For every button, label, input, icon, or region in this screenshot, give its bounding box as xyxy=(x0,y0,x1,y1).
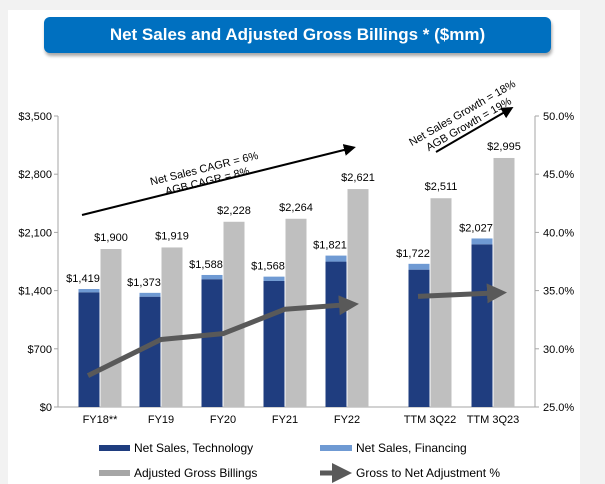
bar-net-sales-technology xyxy=(201,279,223,407)
bar-net-sales-technology xyxy=(408,269,430,407)
bar-adjusted-gross-billings xyxy=(161,247,183,407)
legend: Net Sales, Technology Net Sales, Financi… xyxy=(99,441,500,483)
bar-adjusted-gross-billings xyxy=(100,249,122,407)
legend-swatch-agb xyxy=(99,470,130,476)
bar-adjusted-gross-billings xyxy=(223,221,245,407)
right-tick-label: 45.0% xyxy=(543,169,574,181)
bar-net-sales-technology xyxy=(325,261,347,407)
growth-arrow xyxy=(435,106,514,153)
agb-data-label: $2,264 xyxy=(279,202,313,214)
right-tick-label: 35.0% xyxy=(543,286,574,298)
legend-label-agb: Adjusted Gross Billings xyxy=(134,466,257,480)
agb-data-label: $1,919 xyxy=(155,230,189,242)
bar-adjusted-gross-billings xyxy=(493,157,515,407)
category-label: FY22 xyxy=(334,414,360,426)
bar-adjusted-gross-billings xyxy=(285,218,307,407)
agb-data-label: $2,511 xyxy=(425,181,458,193)
agb-data-label: $2,621 xyxy=(341,172,375,184)
bar-net-sales-technology xyxy=(78,292,100,407)
legend-label-financing: Net Sales, Financing xyxy=(356,441,467,455)
agb-data-label: $2,228 xyxy=(217,205,251,217)
gross-to-net-line-ttm xyxy=(417,283,507,304)
legend-label-adjustment: Gross to Net Adjustment % xyxy=(356,466,500,480)
legend-label-technology: Net Sales, Technology xyxy=(134,441,253,455)
category-label: FY21 xyxy=(272,414,298,426)
net-sales-data-label: $2,027 xyxy=(459,222,493,234)
net-sales-data-label: $1,568 xyxy=(251,261,285,273)
left-tick-label: $700 xyxy=(28,344,52,356)
net-sales-data-label: $1,821 xyxy=(313,240,347,252)
left-tick-label: $1,400 xyxy=(18,286,52,298)
legend-swatch-technology xyxy=(99,445,130,451)
bar-net-sales-technology xyxy=(471,244,493,407)
left-tick-label: $3,500 xyxy=(18,111,52,123)
legend-swatch-financing xyxy=(320,445,352,451)
right-tick-label: 25.0% xyxy=(543,402,574,414)
net-sales-data-label: $1,588 xyxy=(189,259,223,271)
left-tick-label: $0 xyxy=(40,402,52,414)
category-label: FY19 xyxy=(148,414,174,426)
bar-net-sales-financing xyxy=(263,276,285,281)
category-label: TTM 3Q22 xyxy=(404,414,457,426)
category-label: FY18** xyxy=(83,414,119,426)
cagr-arrow xyxy=(81,144,356,216)
cagr-annotation: Net Sales CAGR = 6% AGB CAGR = 8% xyxy=(149,150,260,198)
right-tick-label: 50.0% xyxy=(543,111,574,123)
bar-adjusted-gross-billings xyxy=(430,198,452,407)
bar-net-sales-financing xyxy=(408,263,430,270)
agb-data-label: $1,900 xyxy=(94,232,128,244)
chart-title: Net Sales and Adjusted Gross Billings * … xyxy=(44,17,551,53)
bar-net-sales-financing xyxy=(78,289,100,293)
bar-net-sales-financing xyxy=(139,292,161,297)
net-sales-data-label: $1,419 xyxy=(66,273,100,285)
gross-to-net-line-fy xyxy=(86,295,359,378)
category-label: FY20 xyxy=(210,414,236,426)
bar-net-sales-technology xyxy=(263,280,285,407)
category-label: TTM 3Q23 xyxy=(467,414,520,426)
right-tick-label: 30.0% xyxy=(543,344,574,356)
net-sales-data-label: $1,722 xyxy=(396,248,430,260)
bar-net-sales-financing xyxy=(201,274,223,280)
left-tick-label: $2,100 xyxy=(18,227,52,239)
left-tick-label: $2,800 xyxy=(18,169,52,181)
bar-net-sales-financing xyxy=(325,255,347,262)
agb-data-label: $2,995 xyxy=(487,141,521,153)
net-sales-data-label: $1,373 xyxy=(127,277,161,289)
right-tick-label: 40.0% xyxy=(543,227,574,239)
bar-adjusted-gross-billings xyxy=(347,189,369,407)
bar-net-sales-technology xyxy=(139,296,161,407)
bar-net-sales-financing xyxy=(471,238,493,245)
